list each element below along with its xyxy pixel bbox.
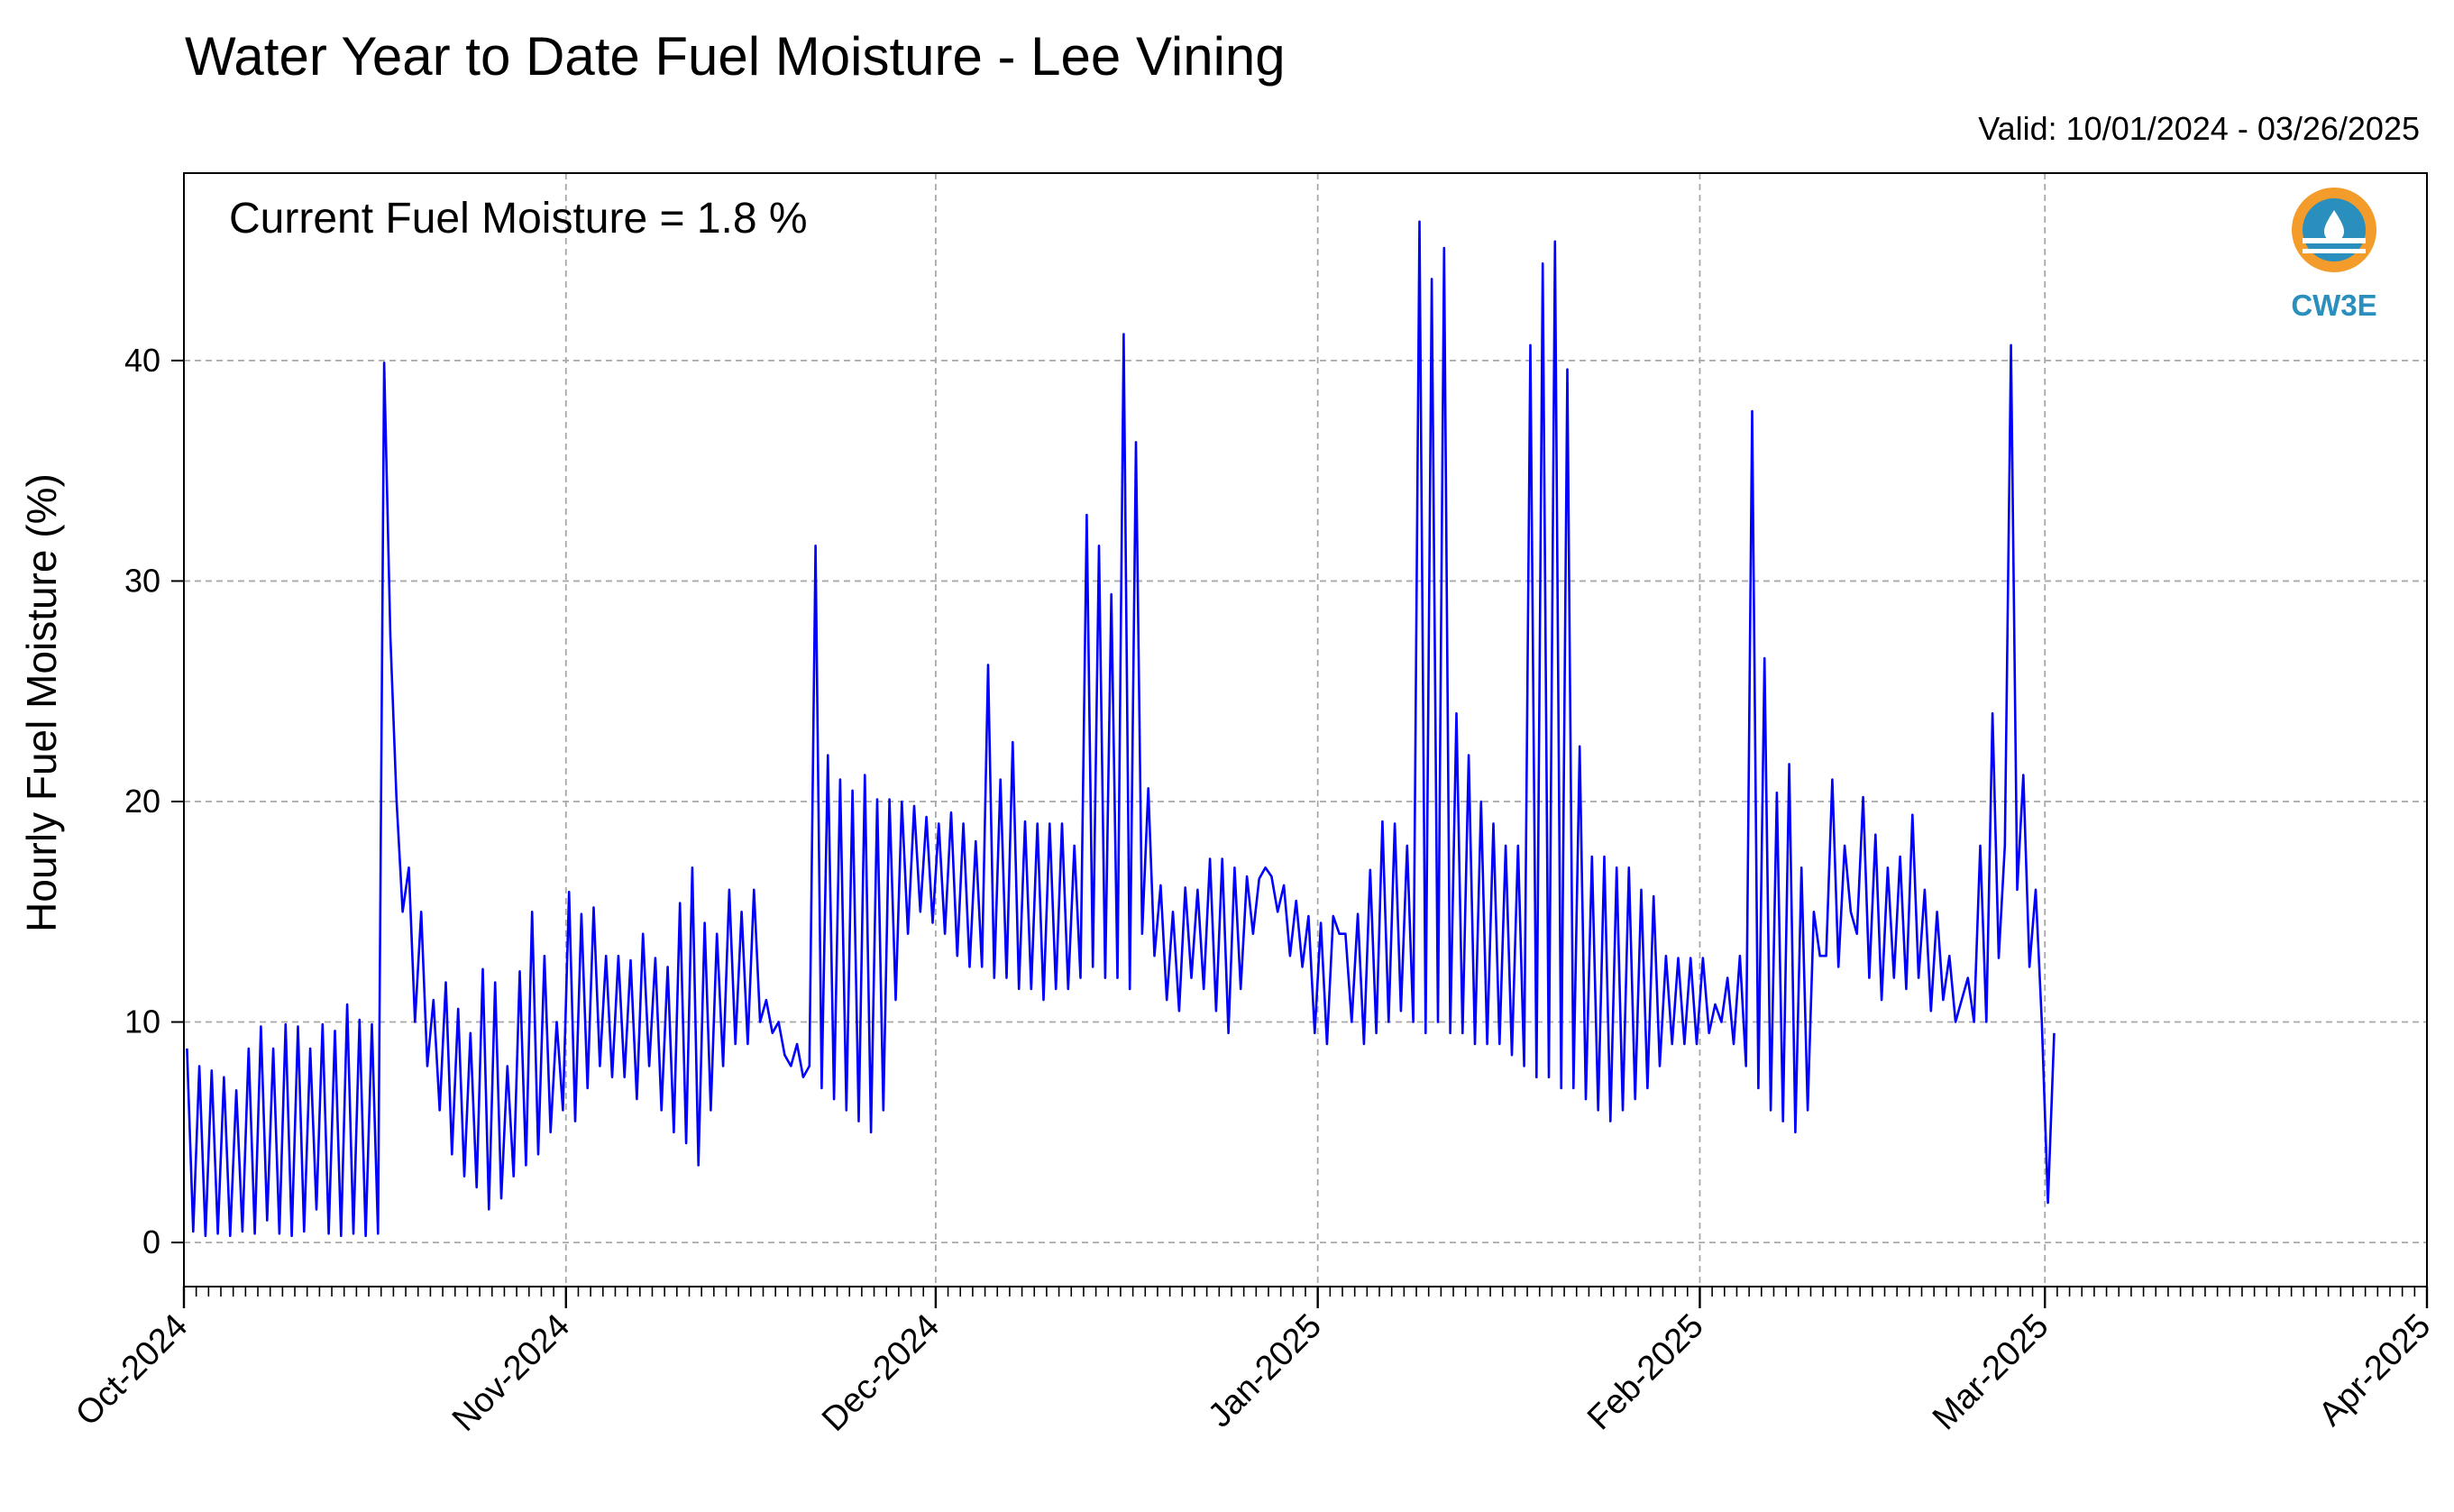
cw3e-logo: CW3E — [2291, 188, 2377, 322]
chart-title: Water Year to Date Fuel Moisture - Lee V… — [185, 26, 1286, 87]
logo-text: CW3E — [2291, 289, 2376, 322]
fuel-moisture-line — [186, 220, 2056, 1238]
y-tick-label: 20 — [124, 783, 160, 820]
y-tick-label: 30 — [124, 562, 160, 599]
series-layer — [186, 220, 2056, 1238]
y-axis-label: Hourly Fuel Moisture (%) — [18, 473, 65, 932]
x-tick-label: Mar-2025 — [1926, 1307, 2056, 1438]
x-tick-label: Oct-2024 — [69, 1307, 195, 1434]
x-tick-label: Jan-2025 — [1201, 1307, 1329, 1435]
x-tick-label: Feb-2025 — [1580, 1307, 1711, 1438]
plot-frame — [183, 172, 2428, 1287]
current-fuel-moisture-annotation: Current Fuel Moisture = 1.8 % — [229, 195, 808, 243]
x-tick-label: Dec-2024 — [815, 1307, 947, 1439]
y-tick-label: 40 — [124, 342, 160, 379]
axes: 0 10 20 30 40 Oct-2024 Nov-2024 Dec-2024 Jan-202… — [69, 342, 2438, 1439]
x-tick-label: Apr-2025 — [2312, 1307, 2438, 1434]
y-tick-label: 10 — [124, 1003, 160, 1040]
logo-wave-band — [2303, 249, 2366, 253]
y-tick-label: 0 — [142, 1223, 160, 1260]
x-tick-label: Nov-2024 — [445, 1307, 577, 1439]
logo-drop-glyph — [2324, 210, 2344, 242]
valid-date-range: Valid: 10/01/2024 - 03/26/2025 — [1978, 110, 2420, 147]
grid-lines — [184, 173, 2427, 1287]
